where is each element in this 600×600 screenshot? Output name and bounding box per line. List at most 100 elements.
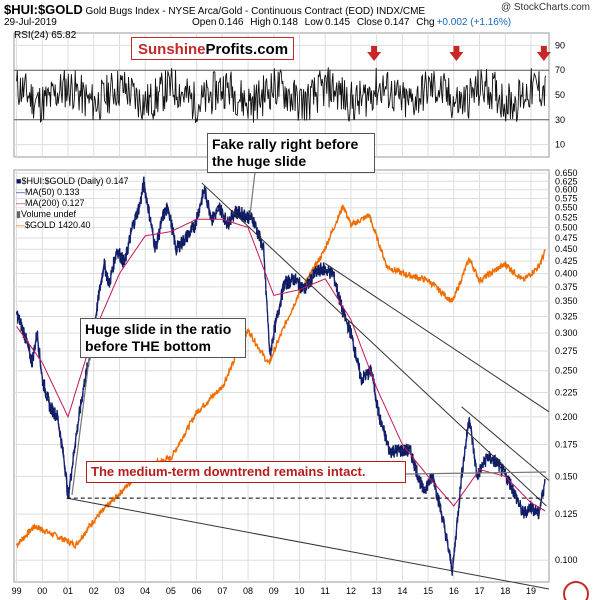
x-tick-label: 06: [192, 586, 202, 596]
y-tick-label: 0.525: [555, 212, 578, 222]
high-label: High: [250, 17, 271, 28]
x-tick-label: 10: [294, 586, 304, 596]
y-tick-label: 0.600: [555, 185, 578, 195]
x-tick-label: 15: [423, 586, 433, 596]
annotation-huge-slide: Huge slide in the ratio before THE botto…: [80, 318, 246, 358]
rsi-label: RSI(24) 65.82: [14, 30, 77, 41]
chart-header-title: $HUI:$GOLD Gold Bugs Index - NYSE Arca/G…: [4, 2, 425, 17]
x-tick-label: 04: [140, 586, 150, 596]
low-value: 0.145: [325, 17, 351, 28]
annotation-huge-slide-pointer: [71, 351, 91, 496]
annotation-fake-rally: Fake rally right before the huge slide: [207, 133, 375, 173]
logo-part2: Profits.com: [205, 41, 289, 58]
y-tick-label: 0.475: [555, 233, 578, 243]
rsi-tick-label: 30: [555, 115, 565, 125]
rsi-marker-arrow-head: [449, 52, 464, 61]
x-tick-label: 09: [269, 586, 279, 596]
x-tick-label: 02: [89, 586, 99, 596]
low-label: Low: [304, 17, 324, 28]
y-tick-label: 0.625: [555, 176, 578, 186]
rsi-line: [16, 67, 547, 124]
trendline-lower-support: [66, 497, 550, 590]
rsi-marker-arrow-stem: [453, 46, 460, 52]
series-gold-line: [15, 204, 546, 550]
legend-volume: ▮Volume undef: [16, 209, 76, 219]
legend-main-label: $HUI:$GOLD (Daily) 0.147: [21, 176, 129, 186]
high-value: 0.148: [272, 17, 298, 28]
series-ma50-line: [16, 182, 546, 571]
y-tick-label: 0.375: [555, 282, 578, 292]
y-tick-label: 0.650: [555, 168, 578, 178]
rsi-marker-arrow-stem: [540, 46, 547, 52]
x-tick-label: 11: [321, 586, 330, 596]
chg-value: +0.002 (+1.16%): [436, 17, 512, 28]
x-tick-label: 12: [346, 586, 356, 596]
x-tick-label: 08: [243, 586, 253, 596]
legend-gold-label: $GOLD 1420.40: [25, 220, 91, 230]
y-tick-label: 0.500: [555, 222, 578, 232]
y-tick-label: 0.450: [555, 244, 578, 254]
legend-volume-label: Volume undef: [20, 209, 76, 219]
legend-main: ■$HUI:$GOLD (Daily) 0.147: [16, 176, 129, 186]
rsi-tick-label: 90: [555, 40, 565, 50]
x-tick-label: 00: [37, 586, 47, 596]
x-tick-label: 19: [526, 586, 536, 596]
y-tick-label: 0.275: [555, 346, 578, 356]
date-label: 29-Jul-2019: [4, 17, 57, 28]
y-tick-label: 0.225: [555, 388, 578, 398]
credit-label: @ StockCharts.com: [500, 2, 590, 13]
trendline-long-down: [201, 182, 547, 507]
legend-gold: —$GOLD 1420.40: [16, 220, 91, 230]
sunshine-profits-logo: SunshineProfits.com: [131, 37, 294, 60]
symbol-label: $HUI:$GOLD: [4, 2, 83, 17]
x-tick-label: 01: [63, 586, 73, 596]
annotation-downtrend-pointer: [405, 471, 547, 475]
x-tick-label: 13: [372, 586, 382, 596]
close-value: 0.147: [384, 17, 410, 28]
ohlc-summary: Open 0.146 High 0.148 Low 0.145 Close 0.147 …: [188, 17, 511, 28]
y-tick-label: 0.300: [555, 328, 578, 338]
x-tick-label: 07: [217, 586, 227, 596]
y-tick-label: 0.575: [555, 194, 578, 204]
chg-label: Chg: [416, 17, 435, 28]
rsi-marker-arrow-head: [536, 52, 551, 61]
symbol-description: Gold Bugs Index - NYSE Arca/Gold - Conti…: [85, 6, 426, 17]
legend-ma50: —MA(50) 0.133: [16, 187, 80, 197]
legend-ma200-label: MA(200) 0.127: [25, 198, 85, 208]
y-tick-label: 0.350: [555, 296, 578, 306]
y-tick-label: 0.550: [555, 203, 578, 213]
x-tick-label: 05: [166, 586, 176, 596]
x-tick-label: 18: [500, 586, 510, 596]
legend-ma50-label: MA(50) 0.133: [25, 187, 80, 197]
annotation-fake-rally-pointer: [249, 171, 256, 216]
main-panel-frame: [13, 169, 550, 583]
y-tick-label: 0.400: [555, 269, 578, 279]
legend-ma200: —MA(200) 0.127: [16, 198, 85, 208]
close-label: Close: [356, 17, 383, 28]
y-tick-label: 0.250: [555, 366, 578, 376]
y-tick-label: 0.100: [555, 555, 578, 565]
x-tick-label: 17: [475, 586, 485, 596]
x-tick-label: 03: [114, 586, 124, 596]
y-tick-label: 0.425: [555, 256, 578, 266]
red-circle-marker: [563, 581, 589, 600]
trendline-medium-term: [461, 406, 550, 481]
logo-part1: Sunshine: [138, 41, 206, 58]
annotation-downtrend: The medium-term downtrend remains intact…: [86, 461, 406, 483]
rsi-marker-arrow-stem: [371, 46, 378, 52]
x-tick-label: 14: [397, 586, 407, 596]
trendline-upper-channel: [324, 263, 550, 413]
rsi-tick-label: 10: [555, 140, 565, 150]
y-tick-label: 0.125: [555, 509, 578, 519]
rsi-tick-label: 70: [555, 65, 565, 75]
x-tick-label: 99: [12, 586, 22, 596]
rsi-marker-arrow-head: [367, 52, 382, 61]
open-label: Open: [192, 17, 217, 28]
series-ma200-line: [16, 218, 546, 512]
rsi-tick-label: 50: [555, 90, 565, 100]
x-tick-label: 16: [449, 586, 459, 596]
y-tick-label: 0.200: [555, 412, 578, 422]
open-value: 0.146: [218, 17, 244, 28]
y-tick-label: 0.325: [555, 311, 578, 321]
